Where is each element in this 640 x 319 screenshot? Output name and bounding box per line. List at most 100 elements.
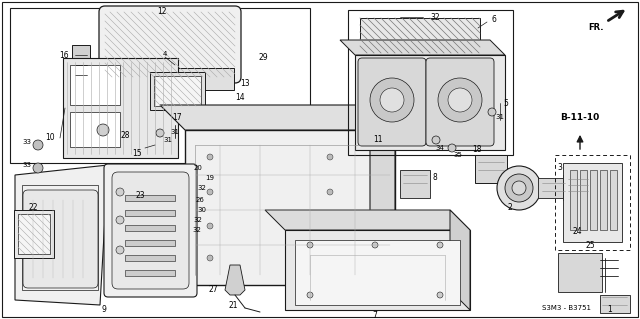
Bar <box>400 170 430 198</box>
Circle shape <box>97 124 109 136</box>
Text: 33: 33 <box>22 162 31 168</box>
Text: 28: 28 <box>120 131 130 140</box>
Polygon shape <box>72 45 90 95</box>
Circle shape <box>380 88 404 112</box>
FancyBboxPatch shape <box>104 164 197 297</box>
Text: 32: 32 <box>198 185 207 191</box>
Text: 31: 31 <box>170 129 179 135</box>
Bar <box>125 195 175 201</box>
Bar <box>538 178 568 198</box>
Circle shape <box>307 242 313 248</box>
Text: 1: 1 <box>607 306 612 315</box>
FancyBboxPatch shape <box>563 163 622 242</box>
FancyBboxPatch shape <box>358 58 426 146</box>
Text: 22: 22 <box>28 204 38 212</box>
Polygon shape <box>340 40 505 55</box>
Bar <box>125 240 175 246</box>
Circle shape <box>243 128 253 138</box>
Text: 31: 31 <box>163 137 173 143</box>
Text: 7: 7 <box>372 310 378 319</box>
Circle shape <box>512 181 526 195</box>
Text: 6: 6 <box>492 16 497 25</box>
Circle shape <box>448 88 472 112</box>
Bar <box>580 170 587 230</box>
Text: 10: 10 <box>45 133 55 143</box>
Text: S3M3 - B3751: S3M3 - B3751 <box>543 305 591 311</box>
Text: 13: 13 <box>240 78 250 87</box>
Circle shape <box>220 128 230 138</box>
Bar <box>195 110 265 162</box>
Text: 2: 2 <box>508 204 513 212</box>
Bar <box>18 214 50 254</box>
Circle shape <box>116 246 124 254</box>
Text: 29: 29 <box>258 54 268 63</box>
Bar <box>70 112 120 147</box>
Text: 34: 34 <box>436 145 444 151</box>
Bar <box>360 18 480 53</box>
Polygon shape <box>265 210 470 230</box>
Text: 24: 24 <box>572 227 582 236</box>
Bar <box>348 10 513 155</box>
Text: B-11-10: B-11-10 <box>561 114 600 122</box>
Bar <box>295 240 460 305</box>
Bar <box>355 55 505 150</box>
FancyBboxPatch shape <box>112 172 189 289</box>
Circle shape <box>448 144 456 152</box>
Text: 19: 19 <box>205 175 214 181</box>
Circle shape <box>488 108 496 116</box>
Circle shape <box>327 255 333 261</box>
Bar <box>610 170 617 230</box>
Bar <box>590 170 597 230</box>
Circle shape <box>207 189 213 195</box>
Bar <box>154 76 201 106</box>
Text: 9: 9 <box>102 306 106 315</box>
Circle shape <box>156 129 164 137</box>
Circle shape <box>327 223 333 229</box>
Bar <box>570 170 577 230</box>
Bar <box>125 270 175 276</box>
Bar <box>285 230 470 310</box>
Text: 33: 33 <box>22 139 31 145</box>
Text: 26: 26 <box>196 197 204 203</box>
Text: 25: 25 <box>585 241 595 249</box>
Circle shape <box>370 78 414 122</box>
Bar <box>555 155 630 250</box>
Text: 3: 3 <box>557 164 563 173</box>
Text: 23: 23 <box>135 190 145 199</box>
Text: 32: 32 <box>193 227 202 233</box>
Bar <box>14 210 54 258</box>
Circle shape <box>116 216 124 224</box>
Text: 16: 16 <box>59 51 69 61</box>
Bar <box>10 8 310 163</box>
Text: 31: 31 <box>495 114 504 120</box>
Bar <box>22 185 98 290</box>
Circle shape <box>372 242 378 248</box>
Circle shape <box>307 292 313 298</box>
Circle shape <box>505 174 533 202</box>
Text: 32: 32 <box>430 12 440 21</box>
Circle shape <box>437 292 443 298</box>
Text: 20: 20 <box>193 165 202 171</box>
Text: 8: 8 <box>433 174 437 182</box>
Text: 18: 18 <box>472 145 482 154</box>
Bar <box>125 255 175 261</box>
Circle shape <box>33 163 43 173</box>
Polygon shape <box>160 105 395 130</box>
Polygon shape <box>225 265 245 295</box>
Polygon shape <box>370 105 395 285</box>
Text: 11: 11 <box>373 135 383 144</box>
Circle shape <box>327 189 333 195</box>
Circle shape <box>432 136 440 144</box>
Circle shape <box>33 140 43 150</box>
Bar <box>600 295 630 313</box>
Circle shape <box>207 154 213 160</box>
Text: 32: 32 <box>193 217 202 223</box>
Polygon shape <box>450 210 470 310</box>
Text: 14: 14 <box>235 93 245 102</box>
Bar <box>125 210 175 216</box>
Text: 5: 5 <box>504 99 508 108</box>
FancyBboxPatch shape <box>426 58 494 146</box>
Text: 21: 21 <box>228 300 237 309</box>
Bar <box>63 58 178 158</box>
Bar <box>70 65 120 105</box>
